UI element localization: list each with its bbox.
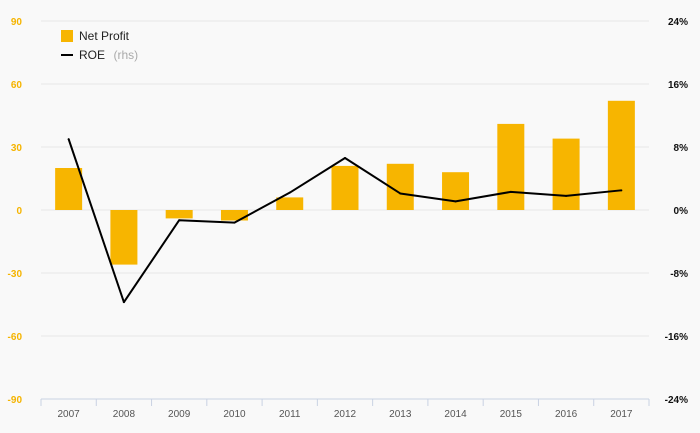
y-right-tick-label: -24%: [665, 395, 688, 406]
point-roe: [233, 221, 236, 224]
bar-net-profit: [220, 210, 248, 221]
y-left-tick-label: 90: [11, 17, 23, 28]
y-right-tick-label: 16%: [668, 80, 688, 91]
x-tick-label: 2010: [223, 409, 246, 420]
point-roe: [67, 138, 70, 141]
legend: Net Profit ROE (rhs): [61, 29, 138, 63]
point-roe: [454, 200, 457, 203]
x-tick-label: 2009: [168, 409, 191, 420]
y-left-tick-label: -90: [8, 395, 23, 406]
point-roe: [344, 157, 346, 160]
x-tick-label: 2007: [58, 409, 81, 420]
x-tick-label: 2012: [334, 409, 357, 420]
y-left-tick-label: 60: [11, 80, 23, 91]
point-roe: [399, 192, 402, 195]
legend-label-roe-suffix: (rhs): [113, 48, 138, 62]
line-roe: [67, 138, 622, 304]
y-axis-right: 24% 16% 8% 0% -8% -16% -24%: [665, 17, 688, 406]
bar-net-profit: [55, 168, 83, 210]
x-tick-label: 2014: [444, 409, 467, 420]
x-tick-label: 2017: [610, 409, 633, 420]
point-roe: [122, 301, 125, 304]
x-tick-label: 2016: [555, 409, 578, 420]
bar-series-net-profit: [55, 100, 635, 265]
legend-label-roe-name: ROE: [79, 48, 105, 62]
point-roe: [620, 189, 623, 192]
y-left-tick-label: 0: [16, 206, 22, 217]
y-left-tick-label: -60: [8, 332, 23, 343]
x-tick-label: 2013: [389, 409, 412, 420]
bar-net-profit: [497, 123, 525, 210]
bar-net-profit: [607, 100, 635, 210]
point-roe: [178, 219, 181, 222]
bar-net-profit: [110, 210, 138, 265]
y-right-tick-label: -16%: [665, 332, 688, 343]
point-roe: [509, 190, 512, 193]
legend-label-net-profit: Net Profit: [79, 29, 130, 43]
x-tick-label: 2011: [279, 409, 301, 420]
bar-net-profit: [331, 165, 359, 210]
bar-net-profit: [276, 197, 304, 210]
y-axis-left: 90 60 30 0 -30 -60 -90: [8, 17, 23, 406]
line-series-roe: [67, 138, 623, 304]
legend-swatch-net-profit: [61, 30, 73, 42]
bar-net-profit: [165, 210, 193, 219]
x-axis: 2007 2008 2009 2010 2011 2012 2013 2014 2015 2016…: [40, 398, 650, 420]
y-right-tick-label: -8%: [670, 269, 688, 280]
y-right-tick-label: 24%: [668, 17, 688, 28]
point-roe: [565, 194, 568, 197]
x-tick-label: 2015: [500, 409, 523, 420]
x-tick-label: 2008: [113, 409, 136, 420]
point-roe: [288, 191, 291, 194]
y-left-tick-label: -30: [8, 269, 23, 280]
y-right-tick-label: 0%: [674, 206, 689, 217]
y-right-tick-label: 8%: [674, 143, 689, 154]
y-left-tick-label: 30: [11, 143, 23, 154]
bar-net-profit: [442, 172, 470, 210]
legend-label-roe: ROE (rhs): [79, 46, 138, 63]
bar-net-profit: [552, 138, 580, 210]
